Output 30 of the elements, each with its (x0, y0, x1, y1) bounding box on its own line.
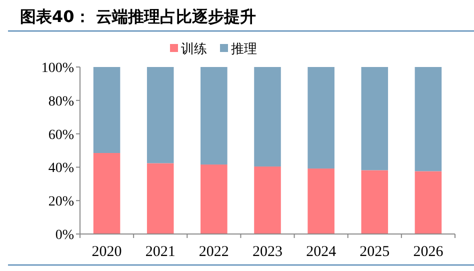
chart-title: 图表40： 云端推理占比逐步提升 (20, 7, 256, 26)
bar (308, 168, 334, 234)
bar (93, 153, 120, 234)
x-tick-label: 2023 (252, 244, 282, 260)
bar (200, 164, 228, 234)
bar (414, 171, 442, 234)
bar (93, 67, 120, 154)
x-tick-label: 2020 (92, 244, 122, 260)
y-tick-label: 0% (55, 228, 74, 243)
x-tick-label: 2022 (198, 244, 229, 260)
bar (254, 67, 281, 167)
y-tick-label: 40% (48, 161, 74, 176)
bar (414, 67, 442, 172)
x-tick-label: 2026 (413, 244, 444, 260)
bar (361, 170, 388, 234)
x-tick-label: 2021 (145, 244, 176, 260)
bar (146, 163, 174, 234)
y-tick-label: 20% (48, 194, 74, 210)
x-tick-label: 2024 (306, 244, 337, 260)
legend-label: 训练 (181, 42, 207, 57)
bar (254, 166, 281, 234)
bar (200, 67, 228, 165)
bar (146, 67, 174, 164)
bar (308, 67, 334, 169)
legend-label: 推理 (231, 42, 257, 57)
bar (361, 67, 388, 170)
y-tick-label: 80% (48, 94, 74, 110)
y-tick-label: 60% (48, 128, 74, 143)
x-tick-label: 2025 (360, 244, 390, 260)
y-tick-label: 100% (41, 61, 74, 76)
